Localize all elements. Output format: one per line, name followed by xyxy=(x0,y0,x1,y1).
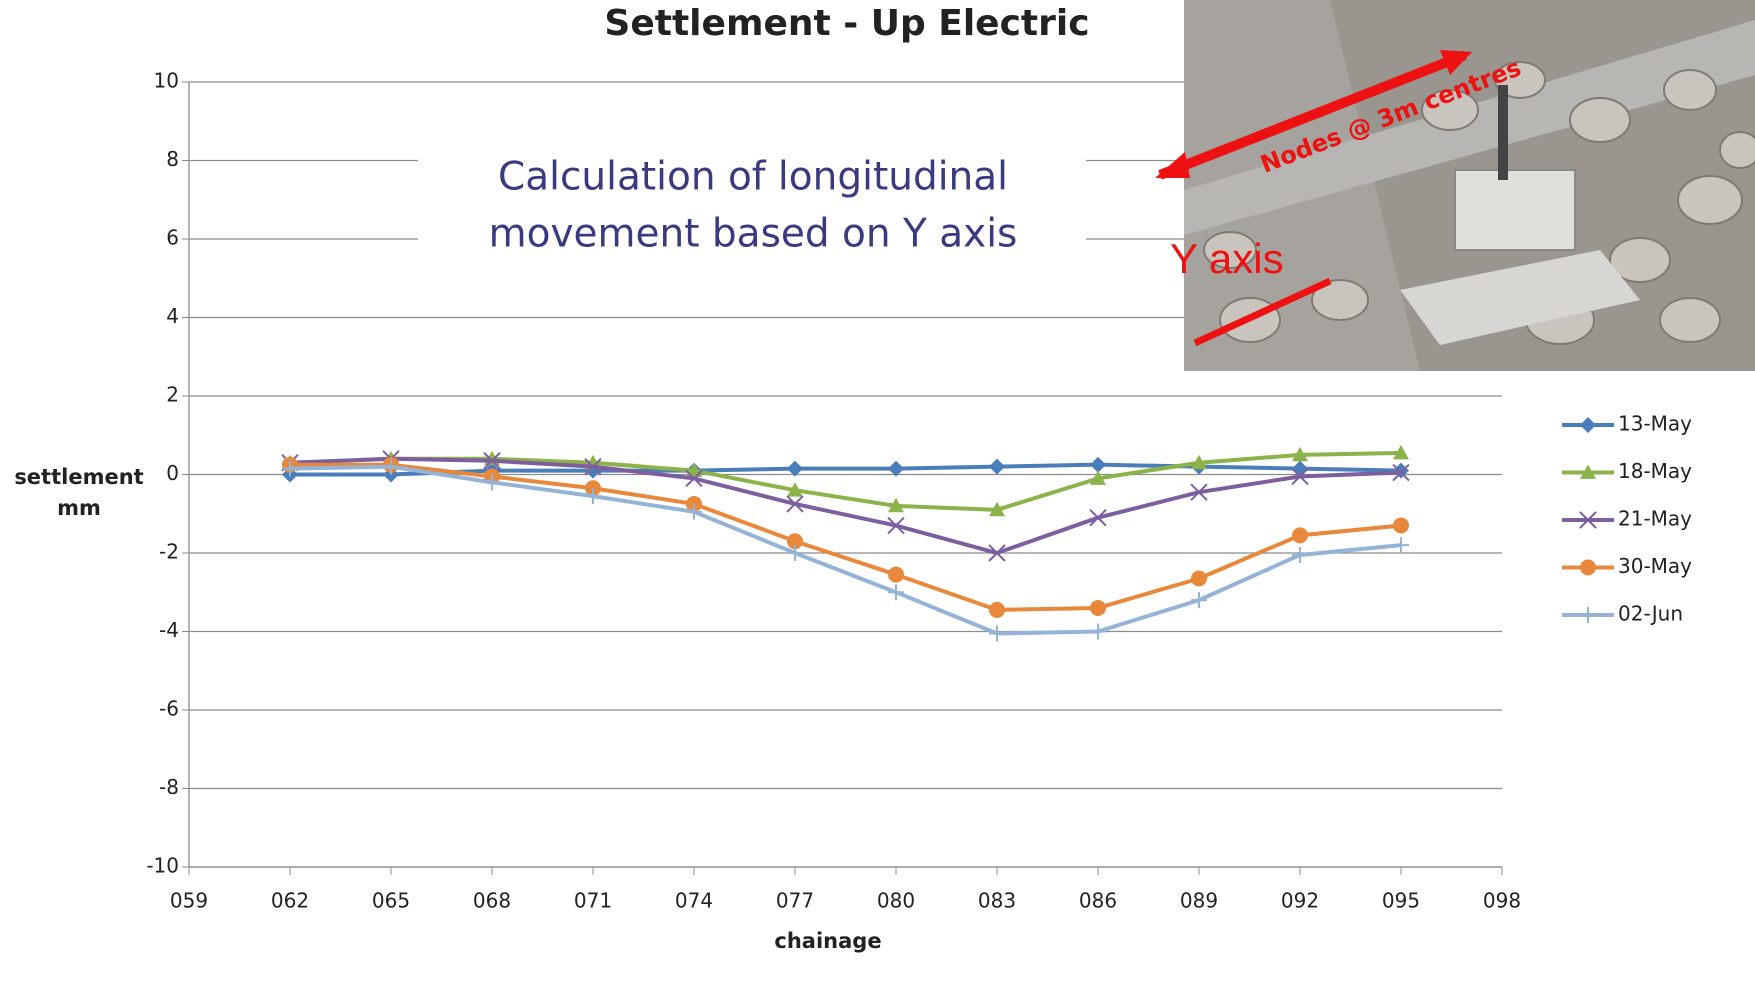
marker xyxy=(989,601,1005,618)
x-tick-label: 068 xyxy=(473,889,511,913)
chart-title: Settlement - Up Electric xyxy=(604,3,1089,44)
marker xyxy=(584,457,602,476)
marker xyxy=(1580,559,1596,576)
y-tick-label: 8 xyxy=(166,147,179,171)
photo: Nodes @ 3m centres Y axis xyxy=(1155,0,1755,371)
line xyxy=(289,464,1402,636)
photo-label: Y axis xyxy=(1170,235,1284,282)
marker xyxy=(989,625,1005,642)
y-tick-label: -6 xyxy=(159,697,179,721)
marker xyxy=(989,501,1005,517)
marker xyxy=(282,460,298,477)
x-tick-label: 098 xyxy=(1483,889,1521,913)
legend-label: 18-May xyxy=(1618,459,1692,483)
marker xyxy=(1580,417,1596,433)
overlay-box xyxy=(418,148,1086,268)
marker xyxy=(1090,623,1106,640)
x-tick-label: 071 xyxy=(574,889,612,913)
marker xyxy=(1191,454,1207,470)
series xyxy=(282,456,1409,618)
series xyxy=(282,444,1409,517)
marker xyxy=(1393,444,1409,460)
y-tick-label: 4 xyxy=(166,304,179,328)
marker xyxy=(888,584,904,601)
marker xyxy=(1579,511,1597,529)
x-tick-label: 065 xyxy=(372,889,410,913)
line xyxy=(290,462,1402,612)
overlay-text: Calculation of longitudinal xyxy=(498,155,1008,200)
legend-label: 21-May xyxy=(1618,507,1692,531)
marker xyxy=(1190,483,1208,501)
marker xyxy=(1292,446,1308,462)
y-axis-label: settlement xyxy=(14,465,143,489)
marker xyxy=(787,482,803,497)
x-tick-label: 074 xyxy=(675,889,713,913)
x-tick-label: 089 xyxy=(1180,889,1218,913)
x-axis-label: chainage xyxy=(774,929,881,953)
marker xyxy=(787,460,803,477)
line xyxy=(290,462,1402,477)
marker xyxy=(1291,467,1309,486)
y-tick-label: -2 xyxy=(159,540,179,564)
marker xyxy=(1191,592,1207,609)
marker xyxy=(1090,456,1106,473)
y-tick-label: 10 xyxy=(154,69,179,93)
y-tick-label: -8 xyxy=(159,775,179,799)
x-tick-label: 080 xyxy=(877,889,915,913)
marker xyxy=(483,452,501,470)
marker xyxy=(888,566,904,583)
marker xyxy=(1580,464,1596,479)
line xyxy=(289,456,1402,556)
marker xyxy=(787,545,803,561)
overlay-text: movement based on Y axis xyxy=(489,212,1018,257)
marker xyxy=(1393,537,1409,554)
legend-label: 02-Jun xyxy=(1618,602,1683,626)
marker xyxy=(1393,462,1409,479)
marker xyxy=(1580,607,1596,623)
x-tick-label: 086 xyxy=(1079,889,1117,913)
marker xyxy=(988,544,1006,562)
x-tick-label: 083 xyxy=(978,889,1016,913)
marker xyxy=(383,458,399,475)
y-tick-label: 0 xyxy=(166,461,179,485)
marker xyxy=(786,495,804,513)
y-tick-label: -4 xyxy=(159,618,179,642)
x-tick-label: 059 xyxy=(170,889,208,913)
marker xyxy=(1392,463,1410,482)
marker xyxy=(989,458,1005,475)
series xyxy=(282,458,1409,642)
marker xyxy=(1089,508,1107,527)
x-tick-label: 077 xyxy=(776,889,814,913)
legend: 13-May 18-May 21-May 30-May 02-Jun xyxy=(1562,412,1692,626)
marker xyxy=(1191,570,1207,587)
marker xyxy=(787,533,803,550)
marker xyxy=(686,503,702,520)
marker xyxy=(585,488,601,505)
marker xyxy=(888,497,904,513)
marker xyxy=(685,469,703,488)
y-tick-label: 6 xyxy=(166,226,179,250)
marker xyxy=(1090,470,1106,485)
y-axis-label: mm xyxy=(57,496,101,520)
marker xyxy=(1090,599,1106,616)
marker xyxy=(1393,517,1409,534)
x-tick-label: 062 xyxy=(271,889,309,913)
marker xyxy=(887,516,905,535)
x-tick-label: 092 xyxy=(1281,889,1319,913)
y-tick-label: 2 xyxy=(166,383,179,407)
marker xyxy=(1292,527,1308,544)
marker xyxy=(484,474,500,491)
y-tick-label: -10 xyxy=(146,854,179,878)
marker xyxy=(1292,546,1308,563)
legend-label: 13-May xyxy=(1618,412,1692,436)
marker xyxy=(888,460,904,477)
x-tick-label: 095 xyxy=(1382,889,1420,913)
legend-label: 30-May xyxy=(1618,554,1692,578)
